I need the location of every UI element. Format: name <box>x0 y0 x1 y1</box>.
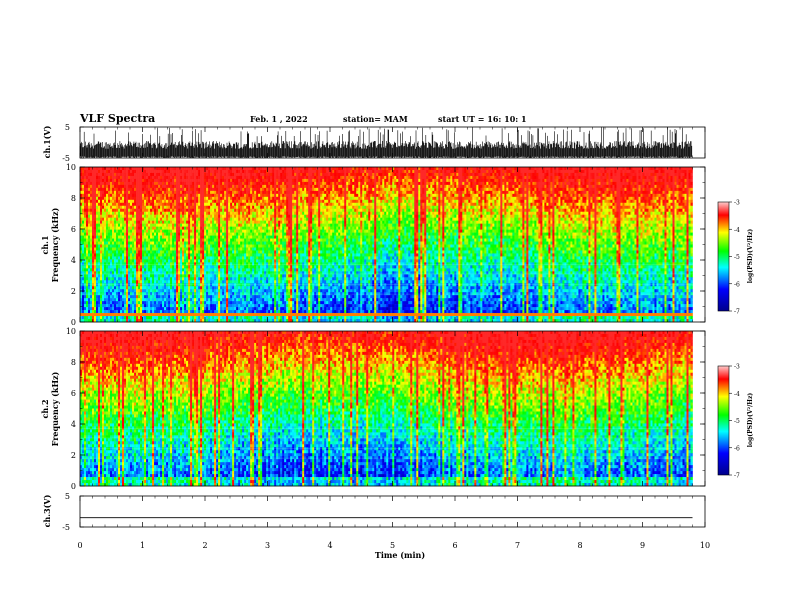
ch1-ylabel: ch.1(V) <box>42 125 52 158</box>
ch2-ytick-label: 0 <box>71 482 76 491</box>
ch3-ylabel: ch.3(V) <box>42 494 52 527</box>
ch2-colorbar-label: log(PSD)(V²/Hz) <box>747 393 754 448</box>
ch2-colorbar-tick: -7 <box>734 473 740 480</box>
x-tick-label: 4 <box>327 541 332 550</box>
ch1-ytick-top: 5 <box>65 123 70 132</box>
ch1-ytick-label: 6 <box>71 225 76 234</box>
ch1-ytick-bottom: -5 <box>62 154 70 163</box>
x-tick-label: 0 <box>77 541 82 550</box>
x-tick-label: 1 <box>140 541 145 550</box>
ch3-ytick-bottom: -5 <box>62 523 70 532</box>
ch1-ytick-label: 8 <box>71 194 76 203</box>
ch2-colorbar-tick: -5 <box>734 418 740 425</box>
ch1-colorbar-tick: -6 <box>734 281 740 288</box>
ch2-ytick-label: 4 <box>71 420 76 429</box>
ch1-waveform-panel: 5 -5 ch.1(V) <box>42 123 705 163</box>
ch2-colorbar-tick: -6 <box>734 445 740 452</box>
ch1-ytick-label: 10 <box>66 163 76 172</box>
ch2-ytick-label: 2 <box>71 451 76 460</box>
ch1-colorbar-tick: -7 <box>734 309 740 316</box>
ch3-waveform-panel: 5 -5 ch.3(V) <box>42 492 705 532</box>
ch3-ytick-top: 5 <box>65 492 70 501</box>
ch1-ylabel-line2: Frequency (kHz) <box>50 207 60 282</box>
x-tick-label: 6 <box>452 541 457 550</box>
ch1-colorbar: -3 -4 -5 -6 -7 log(PSD)(V²/Hz) <box>718 200 754 316</box>
x-tick-label: 5 <box>390 541 395 550</box>
x-axis: 0 1 2 3 4 5 6 7 8 9 10 <box>77 541 710 550</box>
ch2-ytick-label: 6 <box>71 389 76 398</box>
ch2-colorbar-tick: -3 <box>734 364 740 371</box>
ch1-spectrogram-panel: 0 2 4 6 8 10 ch.1 Frequency (kHz) -3 -4 -5 -6 -7 … <box>40 163 754 327</box>
ch1-colorbar-tick: -3 <box>734 200 740 207</box>
ch2-ytick-label: 10 <box>66 327 76 336</box>
ch2-ylabel-line2: Frequency (kHz) <box>50 371 60 446</box>
x-tick-label: 7 <box>515 541 520 550</box>
ch2-spectrogram-image <box>80 331 693 486</box>
ch1-spectrogram-image <box>80 167 693 322</box>
ch1-ytick-label: 2 <box>71 287 76 296</box>
x-tick-label: 2 <box>202 541 207 550</box>
x-tick-label: 8 <box>577 541 582 550</box>
ch1-colorbar-tick: -4 <box>734 227 740 234</box>
ch2-spectrogram-panel: 0 2 4 6 8 10 ch.2 Frequency (kHz) -3 -4 -5 -6 -7 … <box>40 327 754 491</box>
ch2-ylabel-line1: ch.2 <box>40 399 50 418</box>
x-axis-label: Time (min) <box>375 550 425 560</box>
x-tick-label: 3 <box>265 541 270 550</box>
ch2-ytick-label: 8 <box>71 358 76 367</box>
ch2-colorbar: -3 -4 -5 -6 -7 log(PSD)(V²/Hz) <box>718 364 754 480</box>
ch1-ylabel-line1: ch.1 <box>40 235 50 254</box>
ch1-ytick-label: 0 <box>71 318 76 327</box>
ch1-colorbar-tick: -5 <box>734 254 740 261</box>
x-tick-label: 9 <box>640 541 645 550</box>
ch2-colorbar-tick: -4 <box>734 391 740 398</box>
x-tick-label: 10 <box>700 541 710 550</box>
ch1-colorbar-label: log(PSD)(V²/Hz) <box>747 229 754 284</box>
ch1-ytick-label: 4 <box>71 256 76 265</box>
